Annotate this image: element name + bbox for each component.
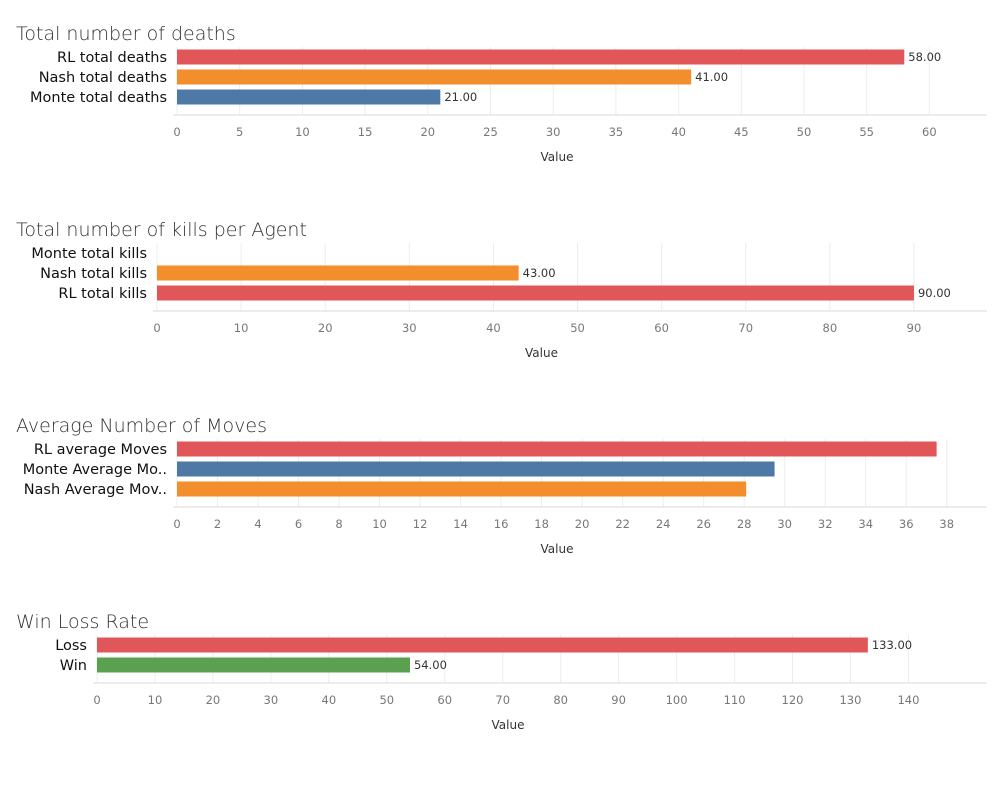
x-tick-label: 0 [153,321,160,335]
x-tick-label: 40 [322,693,337,707]
data-label: 21.00 [444,90,477,104]
category-label: Loss [55,638,87,654]
chart-1: Total number of deaths 0 5 10 15 20 25 30 35 40 45… [16,23,987,164]
x-tick-label: 90 [907,321,922,335]
x-tick-label: 20 [318,321,333,335]
x-axis-title: Value [541,150,574,164]
data-label: 133.00 [872,638,912,652]
x-tick-label: 16 [494,517,509,531]
bar-2 [177,69,692,85]
x-tick-label: 100 [666,693,688,707]
x-tick-label: 90 [611,693,626,707]
data-label: 90.00 [918,286,951,300]
x-axis-title: Value [525,346,558,360]
x-tick-label: 2 [214,517,221,531]
x-tick-label: 25 [483,125,498,139]
x-tick-label: 20 [575,517,590,531]
x-tick-label: 38 [939,517,954,531]
x-tick-label: 36 [899,517,914,531]
chart-title: Total number of deaths [16,23,236,45]
x-tick-label: 80 [823,321,838,335]
data-label: 58.00 [908,50,941,64]
chart-4: Win Loss Rate 0 10 20 30 40 50 60 70 80 90 100 110 12… [16,611,987,732]
x-tick-label: 10 [295,125,310,139]
x-tick-label: 40 [671,125,686,139]
data-label: 41.00 [695,70,728,84]
category-label: Monte Average Mo.. [23,462,167,478]
x-tick-label: 0 [93,693,100,707]
x-tick-label: 60 [654,321,669,335]
x-tick-label: 70 [738,321,753,335]
x-tick-label: 20 [420,125,435,139]
x-tick-label: 10 [234,321,249,335]
x-tick-label: 110 [724,693,746,707]
x-tick-label: 10 [372,517,387,531]
bar-2 [97,657,410,673]
x-tick-label: 34 [858,517,873,531]
x-tick-label: 55 [859,125,874,139]
x-tick-label: 4 [254,517,261,531]
x-tick-label: 20 [206,693,221,707]
x-tick-label: 32 [818,517,833,531]
x-tick-label: 0 [173,125,180,139]
x-tick-label: 70 [495,693,510,707]
x-axis-title: Value [541,542,574,556]
category-label: Win [60,658,87,674]
x-tick-label: 22 [615,517,630,531]
x-tick-label: 45 [734,125,749,139]
x-tick-label: 35 [609,125,624,139]
x-tick-label: 10 [148,693,163,707]
bar-3 [177,89,441,105]
bar-2 [177,461,775,477]
chart-title: Win Loss Rate [16,611,149,633]
chart-2: Total number of kills per Agent 0 10 20 30 40… [16,219,987,360]
x-axis-title: Value [492,718,525,732]
x-tick-label: 60 [922,125,937,139]
x-tick-label: 30 [264,693,279,707]
x-tick-label: 18 [534,517,549,531]
x-tick-label: 40 [486,321,501,335]
chart-title: Total number of kills per Agent [16,219,307,241]
chart-title: Average Number of Moves [16,415,267,437]
x-tick-label: 130 [839,693,861,707]
category-label: Nash total kills [40,266,147,282]
category-label: Monte total deaths [30,90,167,106]
x-tick-label: 140 [897,693,919,707]
bar-1 [177,441,937,457]
bar-3 [177,481,747,497]
x-tick-label: 50 [379,693,394,707]
category-label: Nash total deaths [39,70,167,86]
x-tick-label: 120 [782,693,804,707]
data-label: 54.00 [414,658,447,672]
x-tick-label: 50 [797,125,812,139]
x-tick-label: 30 [402,321,417,335]
data-label: 43.00 [523,266,556,280]
bar-2 [157,265,519,281]
x-tick-label: 28 [737,517,752,531]
x-tick-label: 24 [656,517,671,531]
x-tick-label: 26 [696,517,711,531]
category-label: Monte total kills [31,246,147,262]
bar-1 [97,637,868,653]
category-label: Nash Average Mov.. [24,482,167,498]
x-tick-label: 14 [453,517,468,531]
category-label: RL total deaths [57,50,167,66]
x-tick-label: 12 [413,517,428,531]
x-tick-label: 50 [570,321,585,335]
category-label: RL total kills [58,286,147,302]
x-tick-label: 30 [546,125,561,139]
bar-1 [177,49,905,65]
category-label: RL average Moves [34,442,167,458]
x-tick-label: 5 [236,125,243,139]
x-tick-label: 15 [358,125,373,139]
bar-3 [157,285,914,301]
x-tick-label: 0 [173,517,180,531]
x-tick-label: 60 [437,693,452,707]
x-tick-label: 8 [335,517,342,531]
x-tick-label: 30 [777,517,792,531]
x-tick-label: 6 [295,517,302,531]
x-tick-label: 80 [553,693,568,707]
